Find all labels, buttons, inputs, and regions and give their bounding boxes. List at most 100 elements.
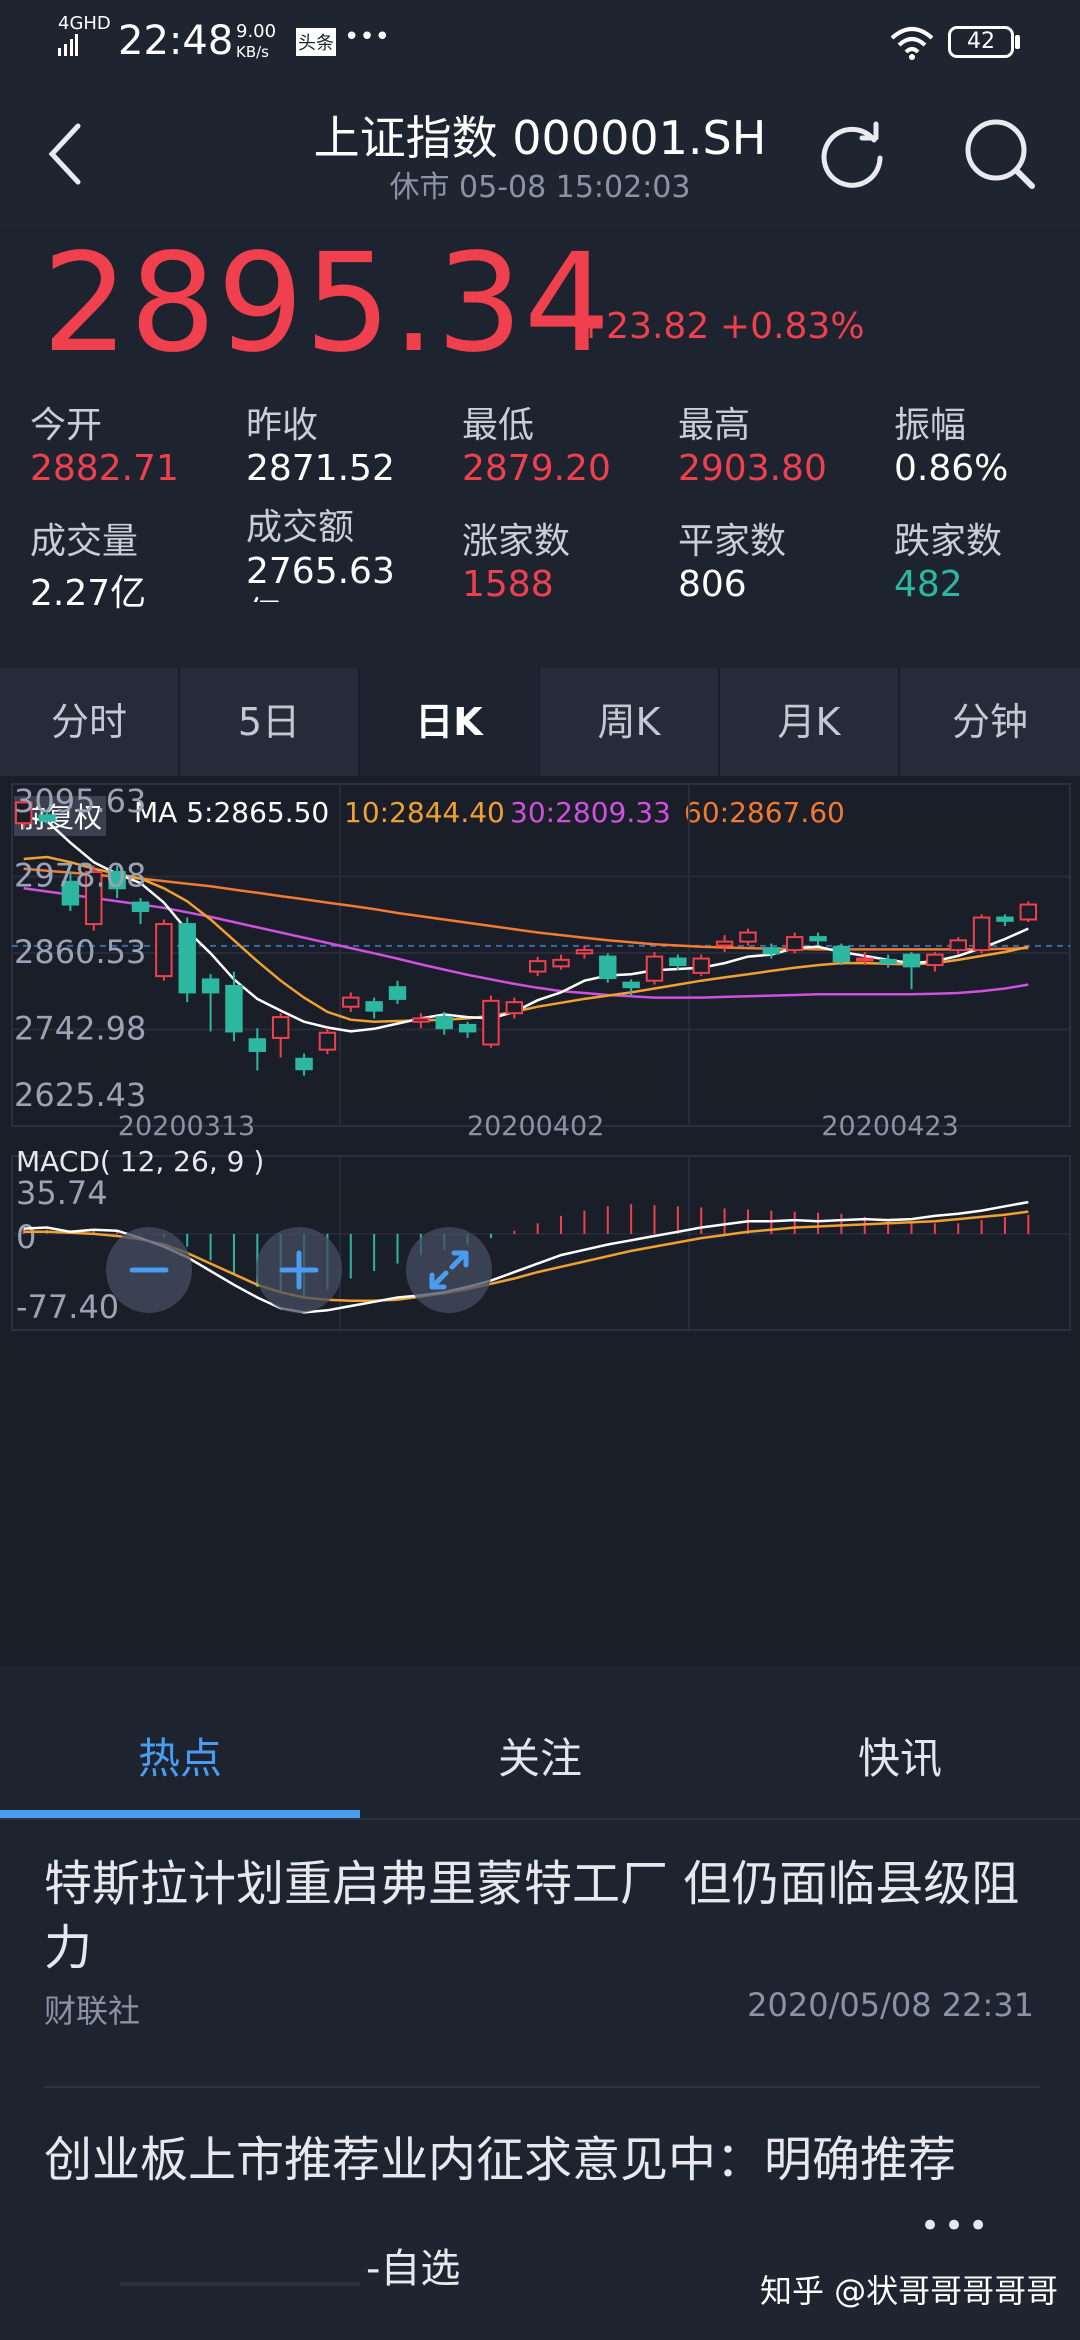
stat-turnover: 成交额 2765.63亿 xyxy=(246,498,406,602)
candle-up xyxy=(318,1031,337,1051)
stat-label: 成交量 xyxy=(30,521,139,562)
candle-up xyxy=(155,923,173,978)
news-source: 财联社 xyxy=(44,1992,141,2030)
news-item[interactable]: 创业板上市推荐业内征求意见中：明确推荐 xyxy=(44,2128,1044,2192)
stat-label: 平家数 xyxy=(678,521,787,562)
y-tick-label: 2625.43 xyxy=(14,1076,146,1114)
candle-down xyxy=(295,1057,313,1071)
candle-down xyxy=(669,957,687,967)
zoom-in-button[interactable] xyxy=(256,1227,342,1313)
minus-icon xyxy=(129,1267,169,1273)
stat-label: 最高 xyxy=(678,405,751,446)
stat-advancers: 涨家数 1588 xyxy=(462,512,570,605)
divider xyxy=(0,1818,1080,1820)
page-title: 上证指数 000001.SH xyxy=(313,111,767,165)
news-title: 创业板上市推荐业内征求意见中：明确推荐 xyxy=(44,2132,957,2188)
tab-weekly-k[interactable]: 周K xyxy=(540,668,720,776)
candle-down xyxy=(38,814,56,822)
clock: 22:48 xyxy=(118,18,234,64)
tab-5day[interactable]: 5日 xyxy=(180,668,360,776)
tab-monthly-k[interactable]: 月K xyxy=(720,668,900,776)
refresh-icon[interactable] xyxy=(816,118,888,190)
candle-up xyxy=(342,996,360,1008)
search-icon[interactable] xyxy=(962,116,1038,192)
x-date-label: 20200402 xyxy=(467,1111,604,1142)
battery-level: 42 xyxy=(967,29,995,54)
candle-down xyxy=(225,984,243,1033)
ma5-line xyxy=(23,815,1029,1033)
price-change: +23.82 xyxy=(576,306,710,347)
ma5-value: MA 5:2865.50 xyxy=(134,796,330,829)
stat-label: 振幅 xyxy=(894,405,967,446)
tab-minute[interactable]: 分钟 xyxy=(951,700,1028,744)
tab-intraday[interactable]: 分时 xyxy=(0,668,180,776)
news-item[interactable]: 特斯拉计划重启弗里蒙特工厂 但仍面临县级阻力 财联社 2020/05/08 22… xyxy=(44,1852,1044,2036)
candle-down xyxy=(622,981,640,989)
status-bar: 4GHD 22:48 9.00 KB/s 头条 ••• 42 xyxy=(0,0,1080,80)
stat-label: 最低 xyxy=(462,405,535,446)
plus-icon xyxy=(279,1250,319,1290)
more-button[interactable]: ••• xyxy=(920,2206,993,2246)
signal-icon xyxy=(58,34,78,56)
tab-flash[interactable]: 快讯 xyxy=(857,1734,942,1783)
x-date-label: 20200423 xyxy=(821,1111,958,1142)
zoom-out-button[interactable] xyxy=(106,1227,192,1313)
fullscreen-button[interactable] xyxy=(406,1227,492,1313)
stat-value: 2903.80 xyxy=(678,448,827,489)
news-time: 2020/05/08 22:31 xyxy=(747,1986,1034,2024)
stat-value: 2879.20 xyxy=(462,448,611,489)
candle-up xyxy=(739,931,757,943)
stat-value: 1588 xyxy=(462,564,554,605)
add-watchlist-button[interactable]: -自选 xyxy=(366,2246,461,2292)
network-type: 4GHD xyxy=(58,13,111,34)
stat-volume: 成交量 2.27亿 xyxy=(30,512,146,616)
candle-down xyxy=(599,955,617,980)
candle-down xyxy=(996,916,1014,922)
candle-up xyxy=(271,1016,290,1039)
active-tab-indicator xyxy=(0,1810,360,1818)
candle-up xyxy=(85,870,103,926)
stat-label: 跌家数 xyxy=(894,521,1003,562)
candle-down xyxy=(108,870,126,890)
stat-value: 2882.71 xyxy=(30,448,179,489)
macd-y-tick-label: -77.40 xyxy=(16,1288,119,1326)
candle-up xyxy=(785,936,804,952)
tab-following[interactable]: 关注 xyxy=(497,1734,582,1783)
kline-chart[interactable]: 3095.632978.082860.532742.982625.4320200… xyxy=(0,776,1080,1666)
candle-down xyxy=(832,945,851,963)
stat-open: 今开 2882.71 xyxy=(30,396,179,489)
x-date-label: 20200313 xyxy=(118,1111,255,1142)
tab-daily-k[interactable]: 日K xyxy=(360,668,540,776)
wifi-icon xyxy=(890,27,934,60)
net-speed-value: 9.00 xyxy=(236,21,277,42)
candle-up xyxy=(528,960,547,973)
stat-label: 昨收 xyxy=(246,405,319,446)
stat-value: 2.27亿 xyxy=(30,573,147,614)
tab-hot[interactable]: 热点 xyxy=(137,1734,222,1783)
net-speed-unit: KB/s xyxy=(236,43,269,61)
candle-down xyxy=(248,1038,267,1052)
candle-up xyxy=(412,1017,430,1023)
ma60-line xyxy=(23,867,1029,951)
ma10-line xyxy=(23,855,1029,1023)
candle-up xyxy=(14,801,33,825)
stat-label: 涨家数 xyxy=(462,521,571,562)
current-price: 2895.34 xyxy=(42,225,612,383)
news-title: 特斯拉计划重启弗里蒙特工厂 但仍面临县级阻力 xyxy=(44,1856,1020,1976)
battery-tip xyxy=(1015,35,1020,49)
ma10-value: 10:2844.40 xyxy=(344,796,505,829)
y-tick-label: 2860.53 xyxy=(14,933,146,971)
stats-grid: 今开 2882.71 昨收 2871.52 最低 2879.20 最高 2903… xyxy=(0,390,1080,626)
candle-down xyxy=(131,901,150,913)
stat-value: 0.86% xyxy=(894,448,1009,489)
stat-high: 最高 2903.80 xyxy=(678,396,827,489)
stat-unchanged: 平家数 806 xyxy=(678,512,786,605)
divider xyxy=(44,2086,1040,2088)
stat-value: 806 xyxy=(678,564,747,605)
back-icon[interactable] xyxy=(44,122,84,186)
macd-y-tick-label: 35.74 xyxy=(16,1174,108,1212)
ma60-value: 60:2867.60 xyxy=(684,796,845,829)
candle-up xyxy=(552,958,570,968)
candle-up xyxy=(972,916,991,952)
macd-dea-line xyxy=(23,1210,1029,1302)
